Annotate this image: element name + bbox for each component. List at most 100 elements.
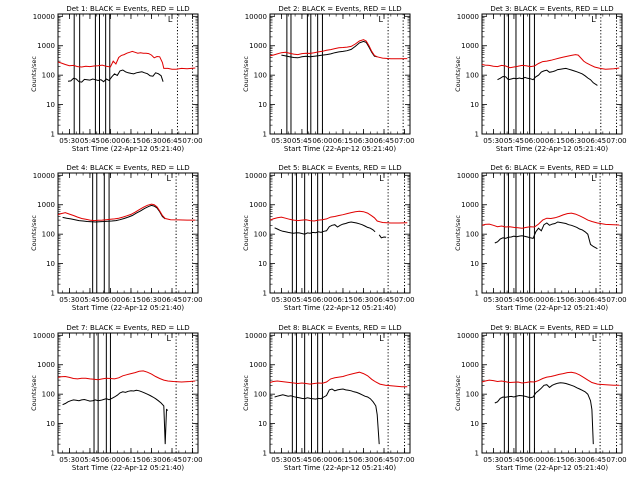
- chart-title: Det 6: BLACK = Events, RED = LLD: [490, 164, 613, 172]
- x-tick-label: 07:00: [394, 296, 414, 304]
- y-tick-label: 10: [46, 420, 55, 428]
- x-tick-label: 06:00: [524, 137, 544, 145]
- x-tick-label: 06:15: [545, 137, 565, 145]
- series-group: [482, 54, 620, 86]
- x-tick-label: 06:30: [565, 456, 585, 464]
- y-axis-label: Counts/sec: [242, 375, 250, 411]
- y-tick-label: 100: [254, 391, 267, 399]
- y-tick-label: 10: [470, 420, 479, 428]
- x-axis-label: Start Time (22-Apr-12 05:21:40): [284, 145, 396, 153]
- events-series-line: [67, 69, 164, 83]
- panel-det-4: Det 4: BLACK = Events, RED = LLD 1 10 100 10…: [30, 164, 203, 312]
- y-axis-label: Counts/sec: [454, 56, 462, 92]
- x-tick-label: 06:00: [312, 456, 332, 464]
- x-tick-label: 05:30: [483, 456, 503, 464]
- x-tick-label: 06:15: [333, 137, 353, 145]
- lld-series-line: [58, 203, 196, 222]
- lld-series-line: [482, 212, 620, 229]
- series-group: [58, 50, 196, 83]
- x-tick-label: 05:45: [80, 137, 100, 145]
- y-axis-label: Counts/sec: [30, 375, 38, 411]
- plot-frame: [269, 332, 411, 454]
- y-tick-label: 1: [475, 131, 479, 139]
- x-tick-label: 07:00: [606, 456, 626, 464]
- y-tick-label: 100: [42, 391, 55, 399]
- series-group: [270, 210, 408, 239]
- panel-det-2: Det 2: BLACK = Events, RED = LLD 1 10 100 10…: [242, 5, 415, 153]
- y-tick-label: 1000: [461, 42, 479, 50]
- y-axis-label: Counts/sec: [242, 56, 250, 92]
- x-tick-label: 06:30: [353, 296, 373, 304]
- x-tick-label: 05:30: [271, 296, 291, 304]
- chart-title: Det 4: BLACK = Events, RED = LLD: [66, 164, 189, 172]
- x-axis-label: Start Time (22-Apr-12 05:21:40): [496, 304, 608, 312]
- l-marker: L: [591, 174, 596, 183]
- x-tick-label: 06:00: [100, 296, 120, 304]
- x-tick-label: 06:30: [565, 296, 585, 304]
- plot-frame: [57, 13, 199, 135]
- x-tick-label: 07:00: [182, 456, 202, 464]
- x-tick-label: 06:15: [121, 296, 141, 304]
- y-axis-label: Counts/sec: [454, 215, 462, 251]
- y-tick-label: 1: [51, 450, 55, 458]
- x-tick-label: 07:00: [182, 296, 202, 304]
- series-group: [270, 39, 408, 60]
- x-tick-label: 05:45: [504, 456, 524, 464]
- x-tick-label: 06:15: [121, 456, 141, 464]
- x-tick-label: 06:30: [353, 137, 373, 145]
- lld-series-line: [482, 371, 620, 386]
- events-series-line: [281, 40, 378, 59]
- x-tick-label: 06:00: [312, 137, 332, 145]
- y-tick-label: 10000: [457, 332, 479, 340]
- lld-series-line: [58, 50, 196, 70]
- plot-frame: [481, 13, 623, 135]
- x-tick-label: 05:45: [504, 296, 524, 304]
- x-tick-label: 06:15: [545, 456, 565, 464]
- x-tick-label: 05:30: [59, 137, 79, 145]
- y-tick-label: 10000: [33, 13, 55, 21]
- x-tick-label: 05:30: [59, 296, 79, 304]
- events-series-line: [497, 67, 598, 86]
- x-tick-label: 06:30: [141, 137, 161, 145]
- panel-det-6: Det 6: BLACK = Events, RED = LLD 1 10 100 10…: [454, 164, 627, 312]
- x-tick-label: 06:45: [162, 456, 182, 464]
- y-tick-label: 1: [475, 290, 479, 298]
- y-tick-label: 10: [46, 260, 55, 268]
- x-tick-label: 06:00: [524, 456, 544, 464]
- y-tick-label: 1: [263, 131, 267, 139]
- series-group: [58, 203, 196, 223]
- plot-frame: [269, 172, 411, 294]
- x-tick-label: 06:45: [162, 137, 182, 145]
- x-tick-label: 05:30: [59, 456, 79, 464]
- events-series-line: [494, 382, 594, 445]
- y-tick-label: 100: [42, 231, 55, 239]
- panel-det-5: Det 5: BLACK = Events, RED = LLD 1 10 100 10…: [242, 164, 415, 312]
- plot-frame: [57, 172, 199, 294]
- panel-det-1: Det 1: BLACK = Events, RED = LLD 1 10 100 10…: [30, 5, 203, 153]
- x-tick-label: 07:00: [606, 296, 626, 304]
- y-tick-label: 10: [258, 420, 267, 428]
- x-tick-label: 06:30: [353, 456, 373, 464]
- x-tick-label: 05:45: [292, 296, 312, 304]
- l-marker: L: [592, 334, 597, 343]
- x-tick-label: 07:00: [182, 137, 202, 145]
- y-tick-label: 100: [466, 391, 479, 399]
- x-tick-label: 05:45: [80, 456, 100, 464]
- series-group: [270, 371, 408, 445]
- l-marker: L: [167, 334, 172, 343]
- x-tick-label: 06:30: [141, 296, 161, 304]
- chart-title: Det 2: BLACK = Events, RED = LLD: [278, 5, 401, 13]
- events-series-line: [62, 389, 169, 445]
- l-marker: L: [591, 15, 596, 24]
- y-tick-label: 10000: [245, 172, 267, 180]
- y-tick-label: 1000: [249, 361, 267, 369]
- chart-title: Det 3: BLACK = Events, RED = LLD: [490, 5, 613, 13]
- events-series-line: [378, 234, 387, 239]
- x-tick-label: 05:30: [271, 137, 291, 145]
- y-tick-label: 10000: [457, 13, 479, 21]
- x-tick-label: 06:00: [524, 296, 544, 304]
- x-tick-label: 06:45: [374, 137, 394, 145]
- y-tick-label: 1000: [37, 42, 55, 50]
- y-tick-label: 1000: [249, 201, 267, 209]
- x-tick-label: 06:00: [100, 456, 120, 464]
